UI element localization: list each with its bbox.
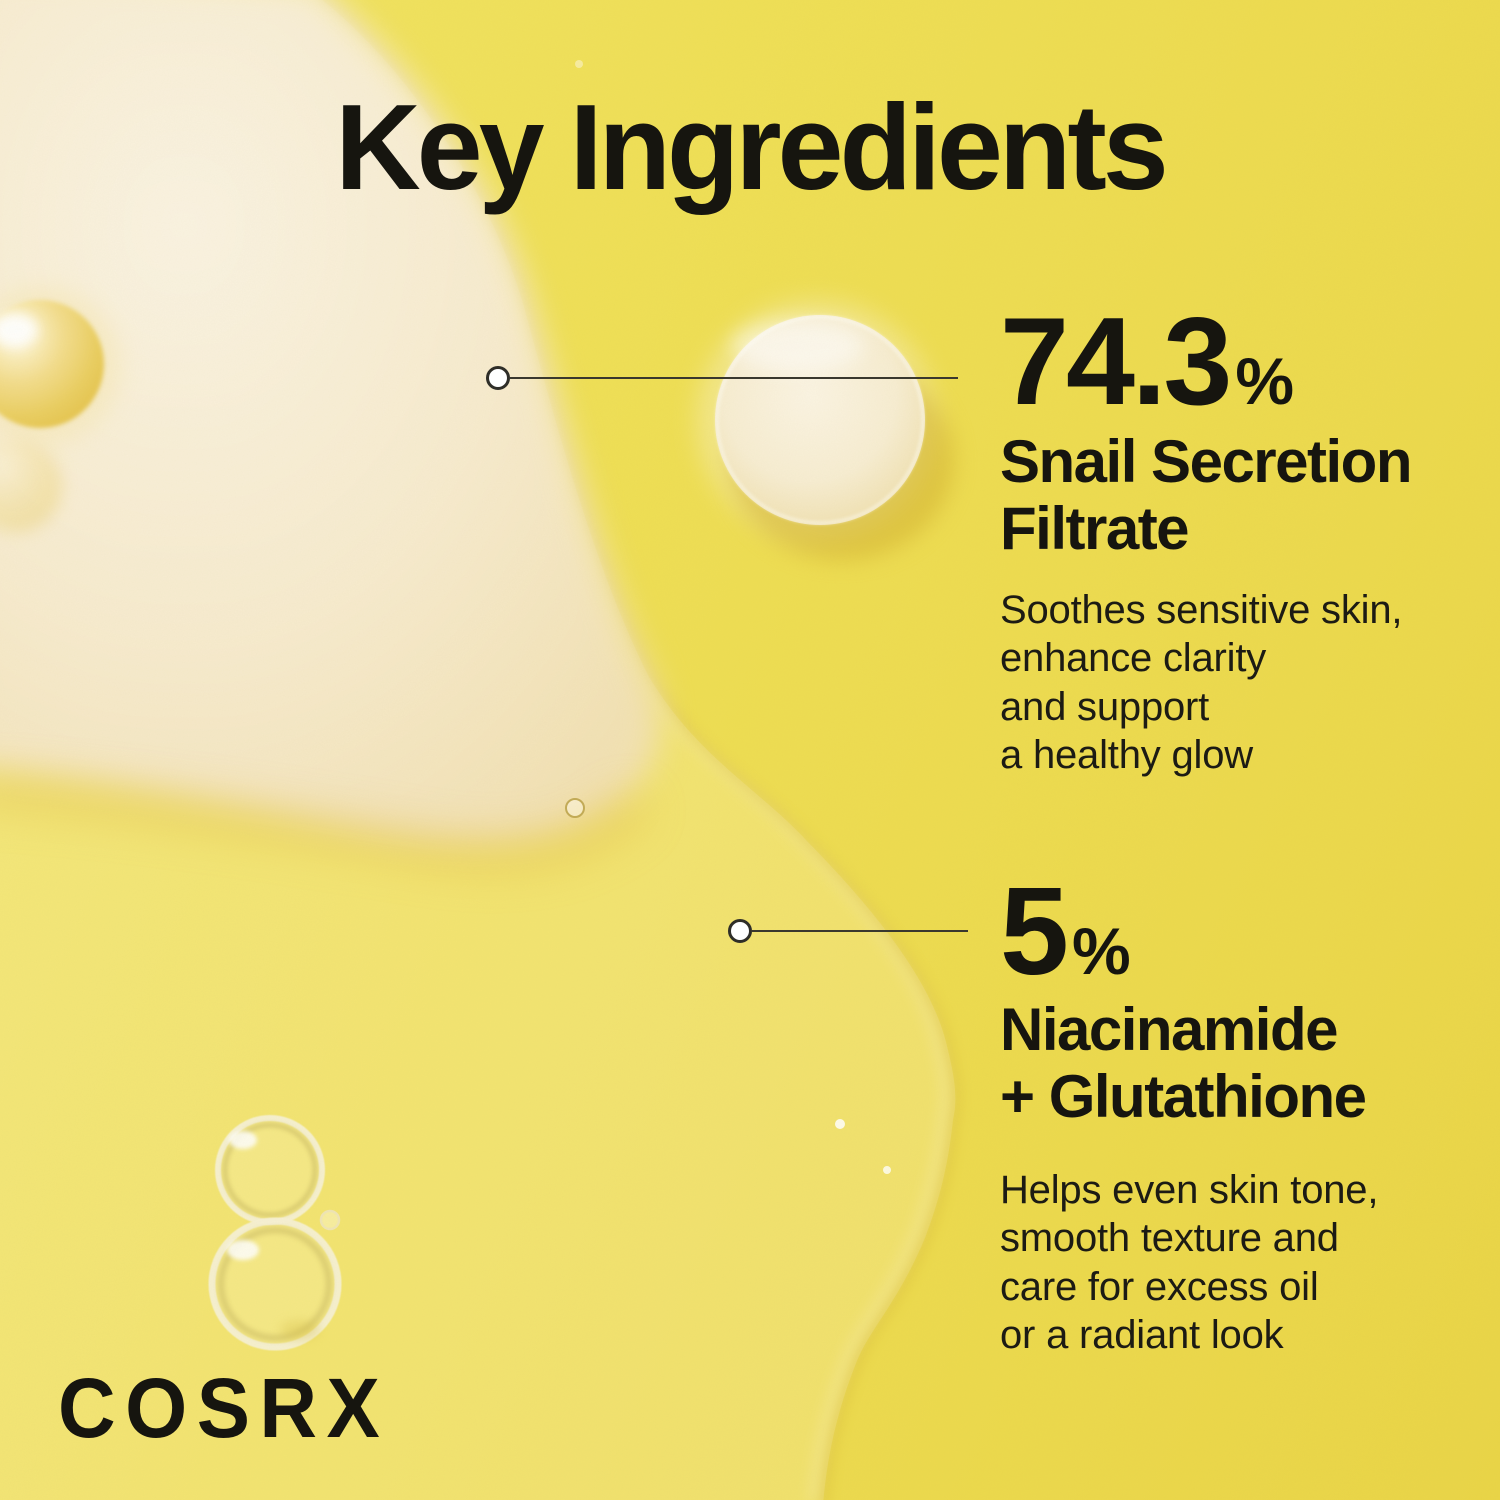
page-title: Key Ingredients — [335, 79, 1168, 215]
brand-logo: COSRX — [58, 1361, 390, 1455]
callout-line-snail — [510, 377, 958, 379]
ingredient2-percentage: 5 % — [1000, 870, 1470, 994]
ingredient1-value: 74.3 — [1000, 293, 1232, 431]
ingredient2-description: Helps even skin tone, smooth texture and… — [1000, 1168, 1379, 1358]
ingredient2-percent-sign: % — [1071, 914, 1131, 988]
callout-line-niacinamide — [752, 930, 968, 932]
ingredient1-name: Snail Secretion Filtrate — [1000, 428, 1412, 563]
ingredient2-name: Niacinamide + Glutathione — [1000, 996, 1367, 1131]
ingredient1-description: Soothes sensitive skin, enhance clarity … — [1000, 588, 1403, 778]
callout-dot-niacinamide — [728, 919, 752, 943]
ingredient1-percentage: 74.3 % — [1000, 300, 1470, 424]
callout-dot-snail — [486, 366, 510, 390]
ingredient1-percent-sign: % — [1235, 344, 1295, 418]
ingredient2-value: 5 — [1000, 863, 1069, 1001]
